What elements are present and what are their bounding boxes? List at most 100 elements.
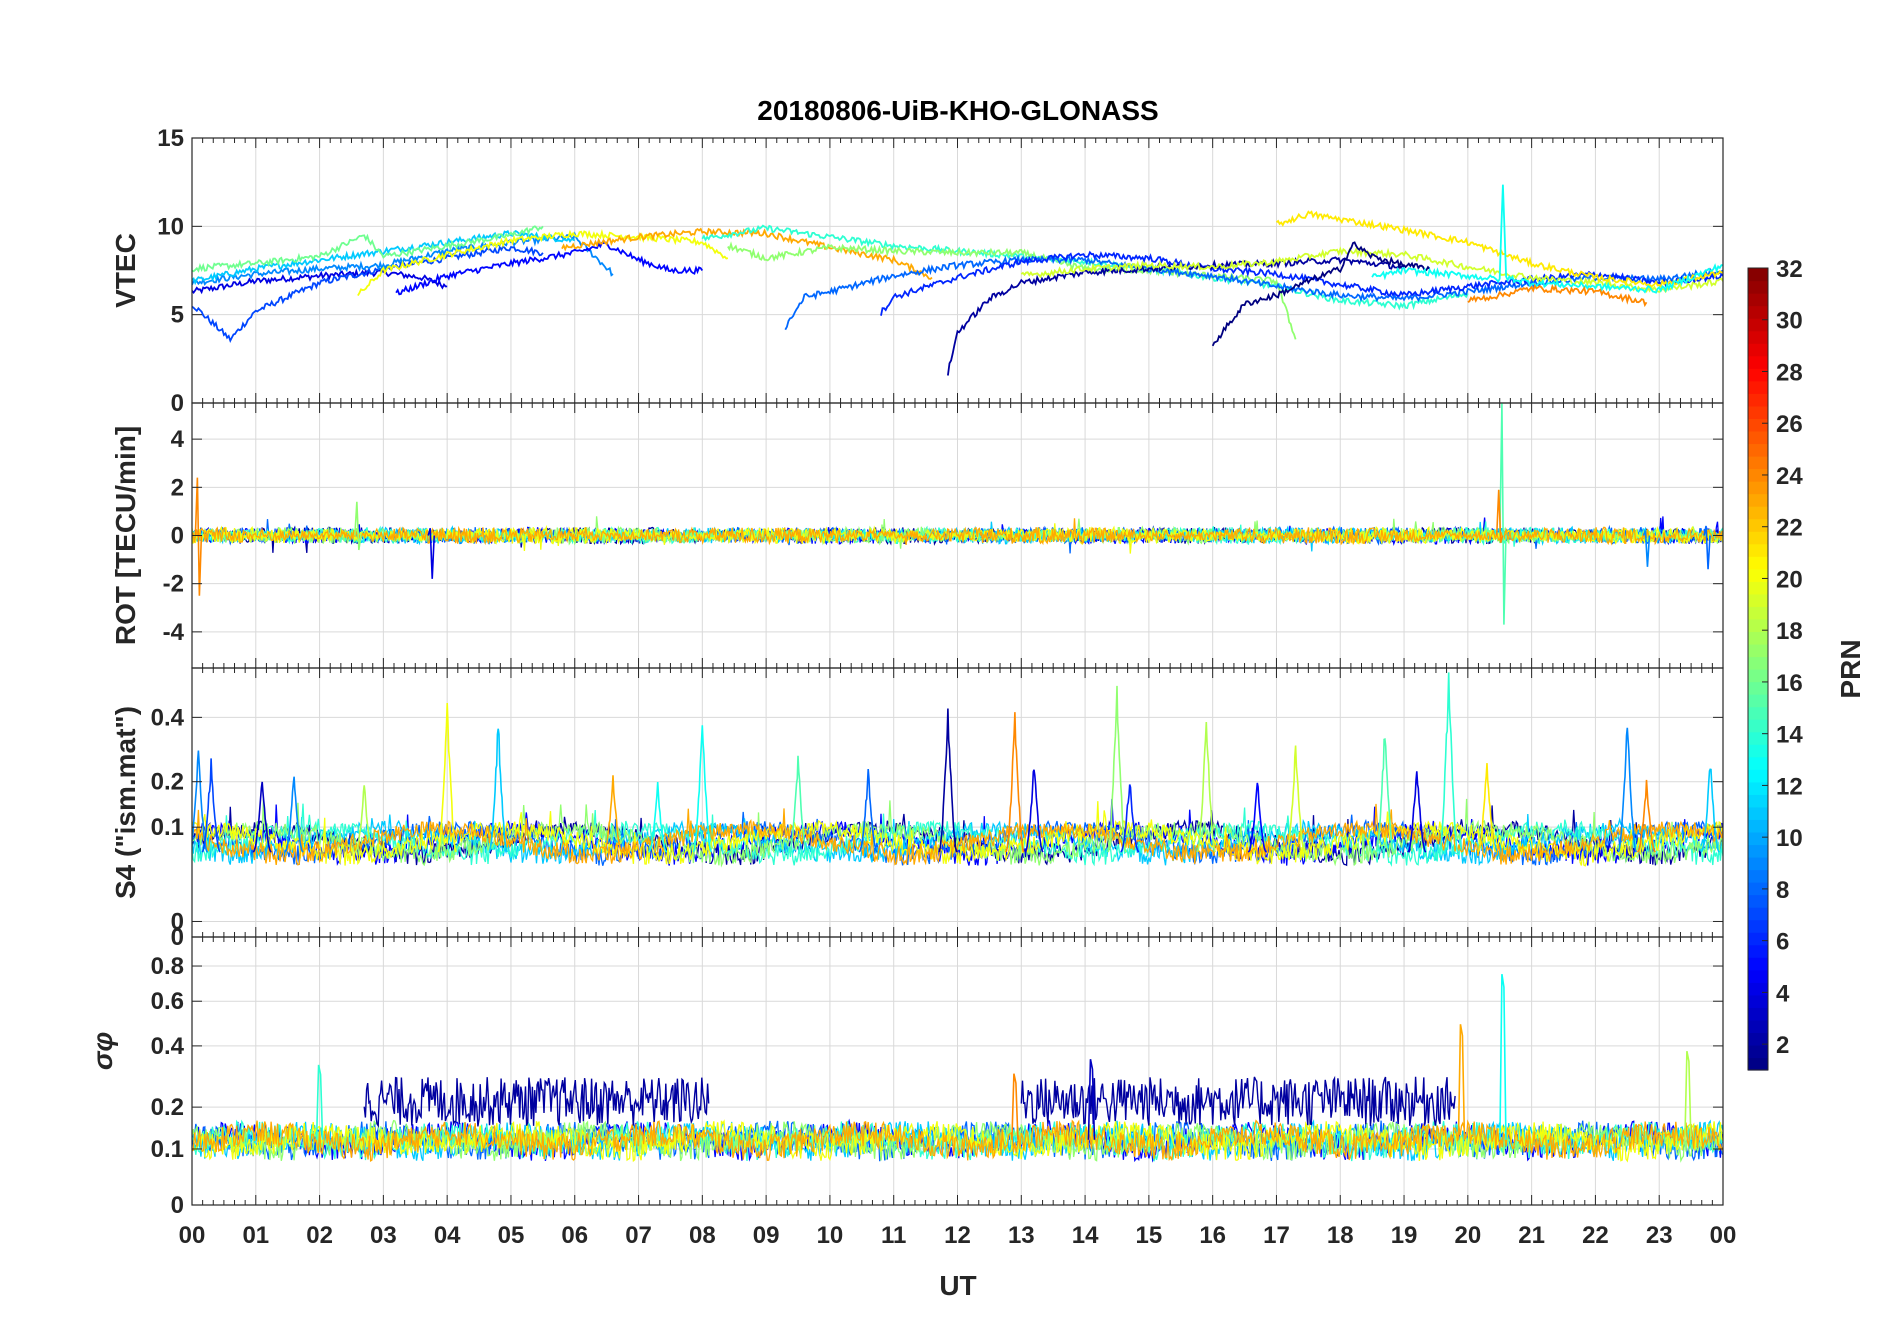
colorbar-frame: [1747, 267, 1769, 1071]
s4-spike: [1285, 745, 1306, 853]
s4-spike: [648, 781, 668, 853]
rot-spike: [1495, 489, 1504, 543]
s4-spike: [1107, 685, 1127, 853]
s4-spike: [201, 758, 221, 853]
colorbar-band: [1748, 669, 1768, 683]
colorbar-band: [1748, 994, 1768, 1008]
sigma-dense-band: [1020, 1075, 1456, 1127]
colorbar-band: [1748, 932, 1768, 946]
y-tick-label: 0: [171, 908, 184, 935]
colorbar-band: [1748, 405, 1768, 419]
colorbar-tick-label: 30: [1776, 308, 1803, 335]
colorbar-tick-label: 2: [1776, 1032, 1789, 1059]
colorbar-tick-label: 18: [1776, 618, 1803, 645]
colorbar-band: [1748, 618, 1768, 633]
colorbar-band: [1748, 869, 1768, 883]
colorbar-band: [1748, 769, 1768, 783]
colorbar-band: [1748, 1044, 1768, 1059]
sigma-spike: [1087, 1059, 1096, 1140]
x-tick-label: 16: [1199, 1222, 1226, 1249]
x-tick-label: 21: [1518, 1222, 1545, 1249]
vtec-line-prn-5: [395, 241, 704, 296]
chart-title: 20180806-UiB-KHO-GLONASS: [757, 95, 1158, 126]
colorbar-band: [1748, 706, 1768, 720]
colorbar-band: [1748, 969, 1768, 983]
y-tick-label: 0.1: [151, 814, 184, 841]
colorbar-band: [1748, 468, 1768, 482]
s4-spike: [858, 769, 878, 853]
colorbar-band: [1748, 756, 1768, 770]
x-tick-label: 05: [498, 1222, 525, 1249]
y-tick-label: 0.4: [151, 1033, 185, 1060]
s4-line-prn-14: [192, 803, 1723, 867]
colorbar-tick-label: 24: [1776, 463, 1803, 490]
colorbar-band: [1748, 330, 1768, 344]
y-tick-label: 4: [171, 426, 185, 453]
x-tick-label: 07: [625, 1222, 652, 1249]
colorbar-band: [1748, 418, 1768, 432]
colorbar-band: [1748, 681, 1768, 695]
x-tick-label: 15: [1136, 1222, 1163, 1249]
colorbar-band: [1748, 455, 1768, 470]
y-tick-label: 2: [171, 474, 184, 501]
colorbar-band: [1748, 643, 1768, 658]
x-tick-label: 17: [1263, 1222, 1290, 1249]
s4-spike: [354, 785, 374, 853]
colorbar-band: [1748, 919, 1768, 933]
s4-spike: [1120, 784, 1140, 853]
vtec-line-prn-16: [192, 225, 544, 273]
x-tick-label: 12: [944, 1222, 971, 1249]
sigma-dense-band: [363, 1076, 710, 1128]
y-axis-label: ROT [TECU/min]: [110, 426, 141, 645]
panel-rot: -4 -2 0 2 4 ROT [TECU/min]: [110, 402, 1724, 669]
sigma-spike: [1457, 1024, 1466, 1140]
colorbar-band: [1748, 1019, 1768, 1034]
y-tick-label: 0: [171, 924, 184, 951]
vtec-line-prn-14: [701, 224, 1469, 311]
s4-spike: [1477, 763, 1497, 853]
s4-spike: [1005, 712, 1025, 853]
vtec-line-prn-9: [192, 231, 614, 286]
colorbar-band: [1748, 744, 1768, 758]
colorbar-band: [1748, 944, 1768, 958]
colorbar-band: [1748, 894, 1768, 908]
colorbar-band: [1748, 656, 1768, 670]
s4-spike: [1247, 782, 1267, 853]
x-tick-label: 13: [1008, 1222, 1035, 1249]
colorbar-band: [1748, 719, 1768, 733]
colorbar-band: [1748, 556, 1768, 570]
s4-spike: [1636, 779, 1656, 853]
x-tick-label: 01: [242, 1222, 269, 1249]
vtec-line-prn-23: [561, 227, 933, 280]
s4-spike: [1375, 737, 1395, 853]
s4-spike: [603, 775, 623, 853]
y-tick-label: 0.6: [151, 988, 184, 1015]
s4-spike: [437, 702, 458, 853]
s4-line-prn-23: [192, 803, 1723, 866]
x-tick-label: 20: [1454, 1222, 1481, 1249]
y-tick-label: 0.2: [151, 1094, 184, 1121]
colorbar-band: [1748, 280, 1768, 294]
s4-spike: [488, 728, 508, 853]
x-tick-label: 02: [306, 1222, 333, 1249]
colorbar-tick-label: 28: [1776, 359, 1803, 386]
colorbar-band: [1748, 631, 1768, 645]
x-axis-label: UT: [939, 1270, 976, 1301]
s4-spike: [252, 781, 272, 853]
series-group: [192, 974, 1723, 1163]
colorbar-tick-label: 6: [1776, 929, 1789, 956]
sigma-spike: [1499, 974, 1507, 1140]
x-tick-label: 19: [1391, 1222, 1418, 1249]
colorbar-band: [1748, 493, 1768, 507]
x-tick-label: 18: [1327, 1222, 1354, 1249]
colorbar-band: [1748, 430, 1768, 445]
colorbar-tick-label: 4: [1776, 980, 1790, 1007]
colorbar-band: [1748, 694, 1768, 708]
sigma-spike: [1684, 1050, 1692, 1140]
y-axis-label: VTEC: [110, 233, 141, 308]
panel-frame: [191, 936, 1724, 1206]
x-tick-label: 09: [753, 1222, 780, 1249]
rot-spike: [1499, 403, 1507, 625]
y-tick-label: 0: [171, 523, 184, 550]
